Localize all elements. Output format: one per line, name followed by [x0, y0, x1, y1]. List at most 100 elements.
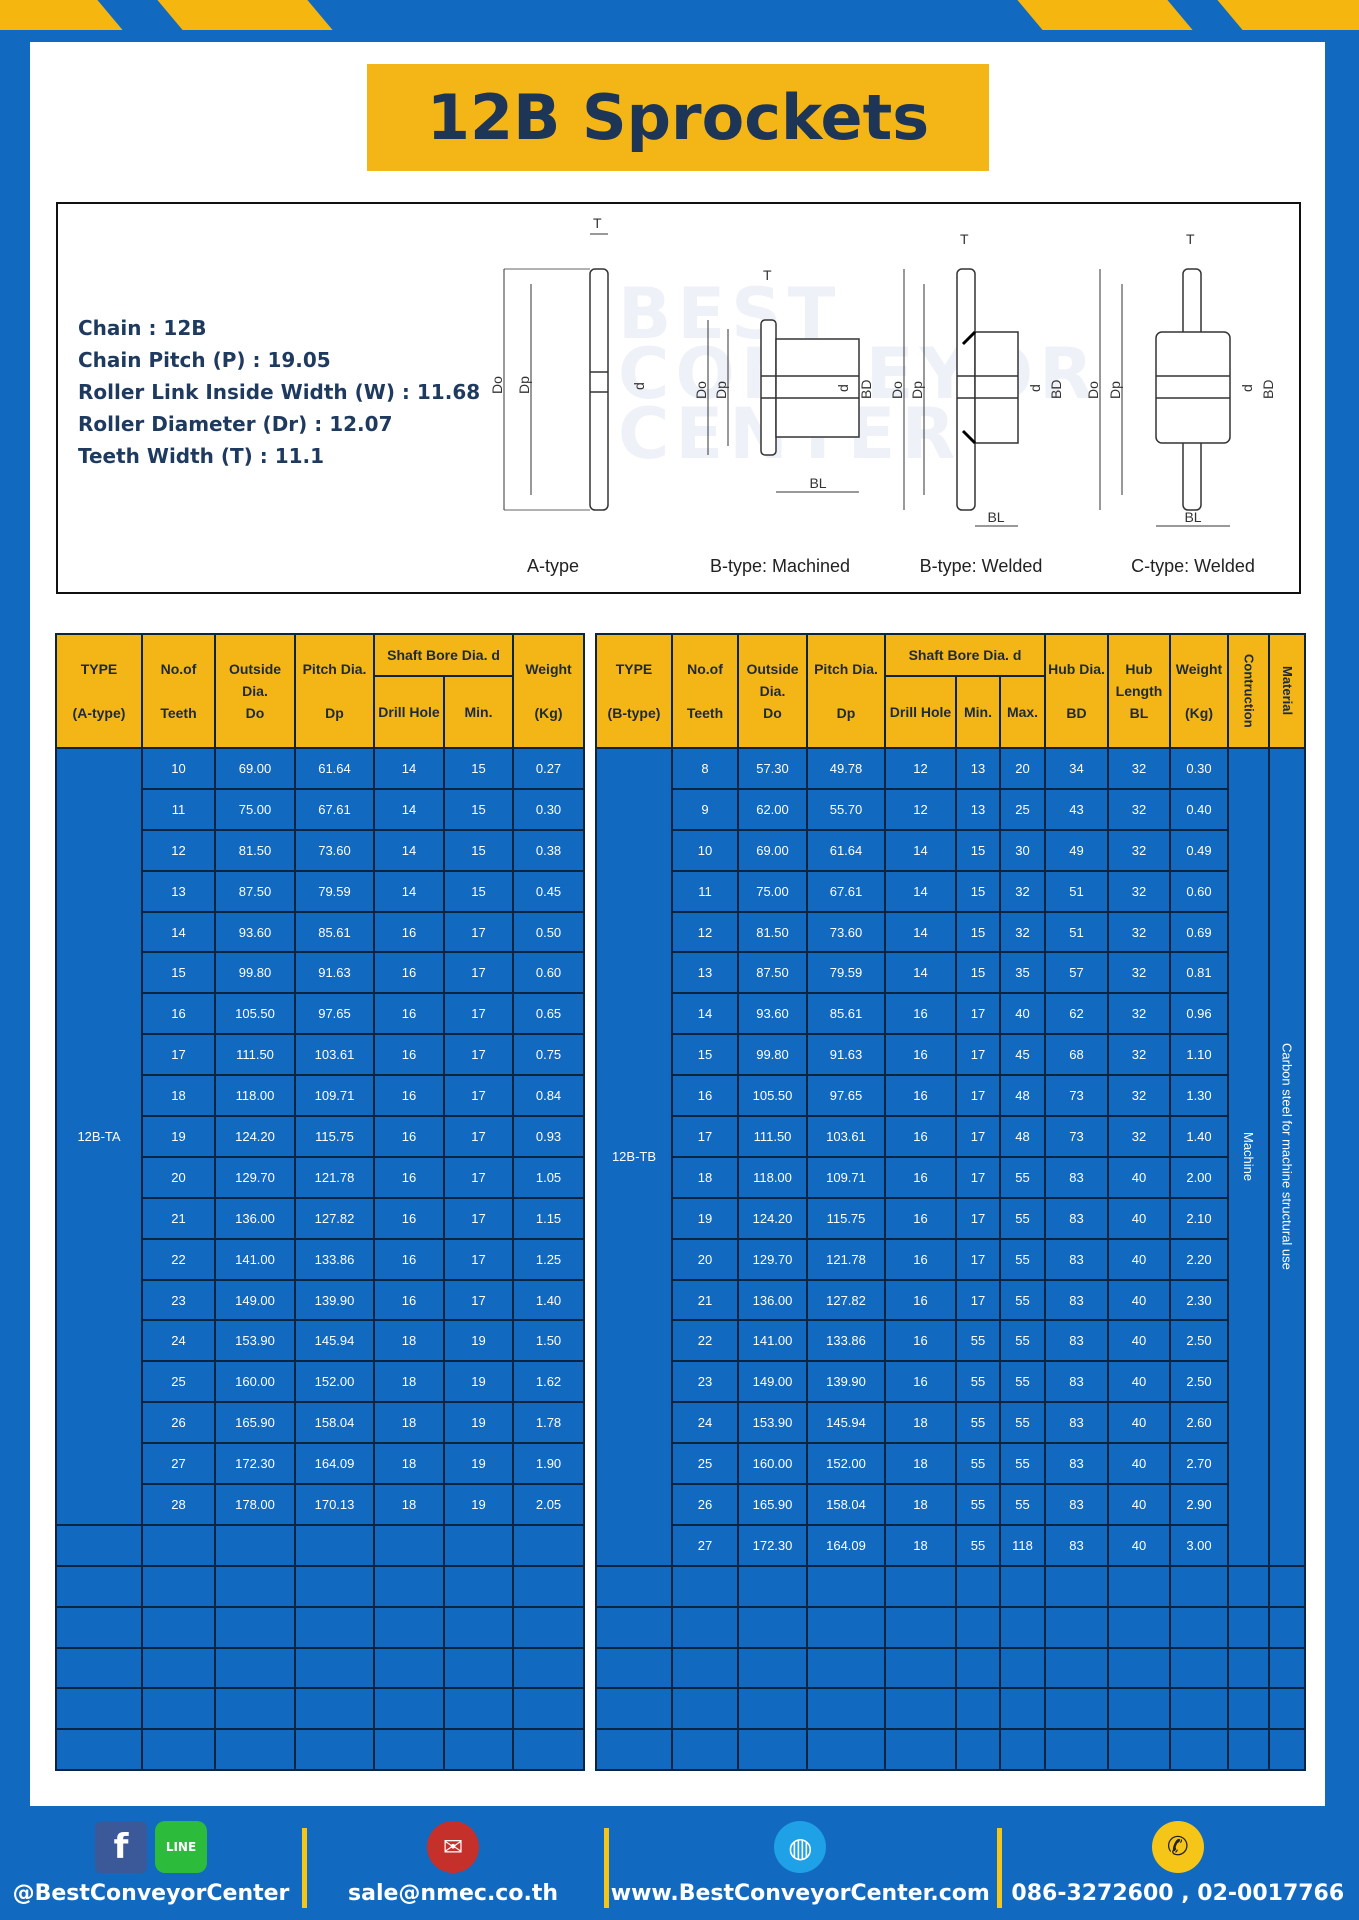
cell-pitch-dia: 55.70: [806, 787, 886, 831]
cell-pitch-dia: 127.82: [294, 1196, 375, 1240]
cell-pitch-dia: 164.09: [806, 1523, 886, 1567]
cell-min-bore: 55: [955, 1401, 1001, 1445]
svg-text:Do: Do: [889, 381, 905, 399]
col-type: TYPE (A-type): [55, 633, 143, 749]
cell-weight: 1.90: [512, 1442, 586, 1486]
empty-cell: [294, 1523, 375, 1567]
table-row: 19 124.20 115.75 16 17 55 83 40 2.10: [596, 1196, 1305, 1240]
footer-website[interactable]: ◍ www.BestConveyorCenter.com: [604, 1806, 997, 1920]
email-link[interactable]: sale@nmec.co.th: [348, 1881, 558, 1906]
cell-outside-dia: 172.30: [737, 1523, 808, 1567]
cell-pitch-dia: 164.09: [294, 1442, 375, 1486]
website-link[interactable]: www.BestConveyorCenter.com: [610, 1881, 990, 1906]
cell-outside-dia: 153.90: [214, 1319, 296, 1363]
empty-cell: [999, 1646, 1046, 1690]
table-row: 21 136.00 127.82 16 17 1.15: [56, 1196, 586, 1240]
empty-cell: [999, 1564, 1046, 1608]
c-welded-drawing: T Do Dp d BD BL C-type: Welded: [1085, 231, 1276, 576]
empty-row: [595, 1605, 1306, 1649]
cell-hub-dia: 83: [1044, 1523, 1109, 1567]
col-pitch-dia: Pitch Dia. Dp: [294, 633, 375, 749]
cell-min-bore: 17: [955, 1074, 1001, 1118]
empty-cell: [1107, 1605, 1171, 1649]
col-material: Material: [1268, 633, 1306, 749]
cell-hub-length: 40: [1107, 1155, 1171, 1199]
cell-pitch-dia: 49.78: [806, 747, 886, 790]
caption-b-machined: B-type: Machined: [710, 556, 850, 576]
table-row: 23 149.00 139.90 16 17 1.40: [56, 1278, 586, 1322]
empty-cell: [1169, 1605, 1229, 1649]
cell-outside-dia: 160.00: [214, 1360, 296, 1404]
cell-pitch-dia: 109.71: [806, 1155, 886, 1199]
svg-text:BL: BL: [809, 475, 826, 491]
globe-icon: ◍: [774, 1821, 827, 1873]
phone-numbers[interactable]: 086-3272600 , 02-0017766: [1011, 1881, 1345, 1906]
empty-cell: [595, 1687, 673, 1731]
cell-weight: 0.30: [512, 787, 586, 831]
cell-pitch-dia: 121.78: [294, 1155, 375, 1199]
line-icon[interactable]: LINE: [155, 1821, 207, 1873]
empty-row: [595, 1564, 1306, 1608]
cell-pitch-dia: 170.13: [294, 1483, 375, 1526]
spec-inside-width: Roller Link Inside Width (W) : 11.68: [78, 380, 481, 404]
col-weight: Weight (Kg): [1169, 633, 1229, 749]
cell-teeth: 10: [671, 828, 739, 872]
empty-cell: [294, 1605, 375, 1649]
empty-cell: [806, 1687, 886, 1731]
cell-pitch-dia: 145.94: [806, 1401, 886, 1445]
svg-text:Do: Do: [1085, 381, 1101, 399]
cell-pitch-dia: 85.61: [294, 910, 375, 954]
cell-outside-dia: 69.00: [737, 828, 808, 872]
svg-text:BL: BL: [987, 509, 1004, 525]
cell-weight: 1.50: [512, 1319, 586, 1363]
cell-pitch-dia: 139.90: [294, 1278, 375, 1322]
empty-cell: [595, 1646, 673, 1690]
table-row: 20 129.70 121.78 16 17 1.05: [56, 1155, 586, 1199]
empty-cell: [1227, 1564, 1270, 1608]
table-row: 18 118.00 109.71 16 17 0.84: [56, 1074, 586, 1118]
facebook-icon[interactable]: f: [95, 1821, 147, 1873]
cell-pitch-dia: 133.86: [294, 1237, 375, 1281]
empty-row: [55, 1523, 586, 1567]
cell-weight: 2.60: [1169, 1401, 1229, 1445]
empty-cell: [294, 1564, 375, 1608]
cell-drill-hole: 16: [884, 1278, 957, 1322]
empty-row: [55, 1564, 586, 1608]
table-row: 11 75.00 67.61 14 15 0.30: [56, 787, 586, 831]
cell-weight: 2.50: [1169, 1319, 1229, 1363]
cell-outside-dia: 75.00: [214, 787, 296, 831]
cell-teeth: 17: [141, 1033, 216, 1077]
empty-cell: [141, 1523, 216, 1567]
table-row: 12B-TA 10 69.00 61.64 14 15 0.27: [55, 747, 586, 1526]
svg-text:Dp: Dp: [516, 376, 532, 394]
empty-cell: [442, 1523, 515, 1567]
table-row: 18 118.00 109.71 16 17 55 83 40 2.00: [596, 1155, 1305, 1199]
cell-max-bore: 55: [999, 1483, 1046, 1526]
empty-row: [55, 1728, 586, 1772]
cell-teeth: 13: [671, 951, 739, 995]
cell-drill-hole: 16: [373, 1074, 445, 1118]
cell-pitch-dia: 97.65: [806, 1074, 886, 1118]
empty-cell: [884, 1564, 957, 1608]
empty-cell: [737, 1605, 808, 1649]
empty-cell: [595, 1564, 673, 1608]
b-type-table: TYPE (B-type) No.of Teeth Outside Dia. Do Pi…: [595, 633, 1306, 1772]
cell-outside-dia: 87.50: [214, 869, 296, 913]
empty-cell: [1227, 1646, 1270, 1690]
cell-outside-dia: 111.50: [737, 1115, 808, 1158]
footer-social[interactable]: f LINE @BestConveyorCenter: [0, 1806, 302, 1920]
empty-cell: [373, 1605, 445, 1649]
cell-weight: 3.00: [1169, 1523, 1229, 1567]
cell-teeth: 13: [141, 869, 216, 913]
cell-min-bore: 17: [442, 1115, 515, 1158]
col-pitch-dia: Pitch Dia. Dp: [806, 633, 886, 749]
cell-weight: 2.90: [1169, 1483, 1229, 1526]
footer-email[interactable]: ✉ sale@nmec.co.th: [302, 1806, 604, 1920]
footer-phone[interactable]: ✆ 086-3272600 , 02-0017766: [996, 1806, 1359, 1920]
facebook-handle[interactable]: @BestConveyorCenter: [12, 1881, 290, 1906]
cell-outside-dia: 165.90: [214, 1401, 296, 1445]
cell-max-bore: 48: [999, 1074, 1046, 1118]
cell-outside-dia: 75.00: [737, 869, 808, 913]
cell-drill-hole: 18: [373, 1319, 445, 1363]
cell-max-bore: 32: [999, 910, 1046, 954]
